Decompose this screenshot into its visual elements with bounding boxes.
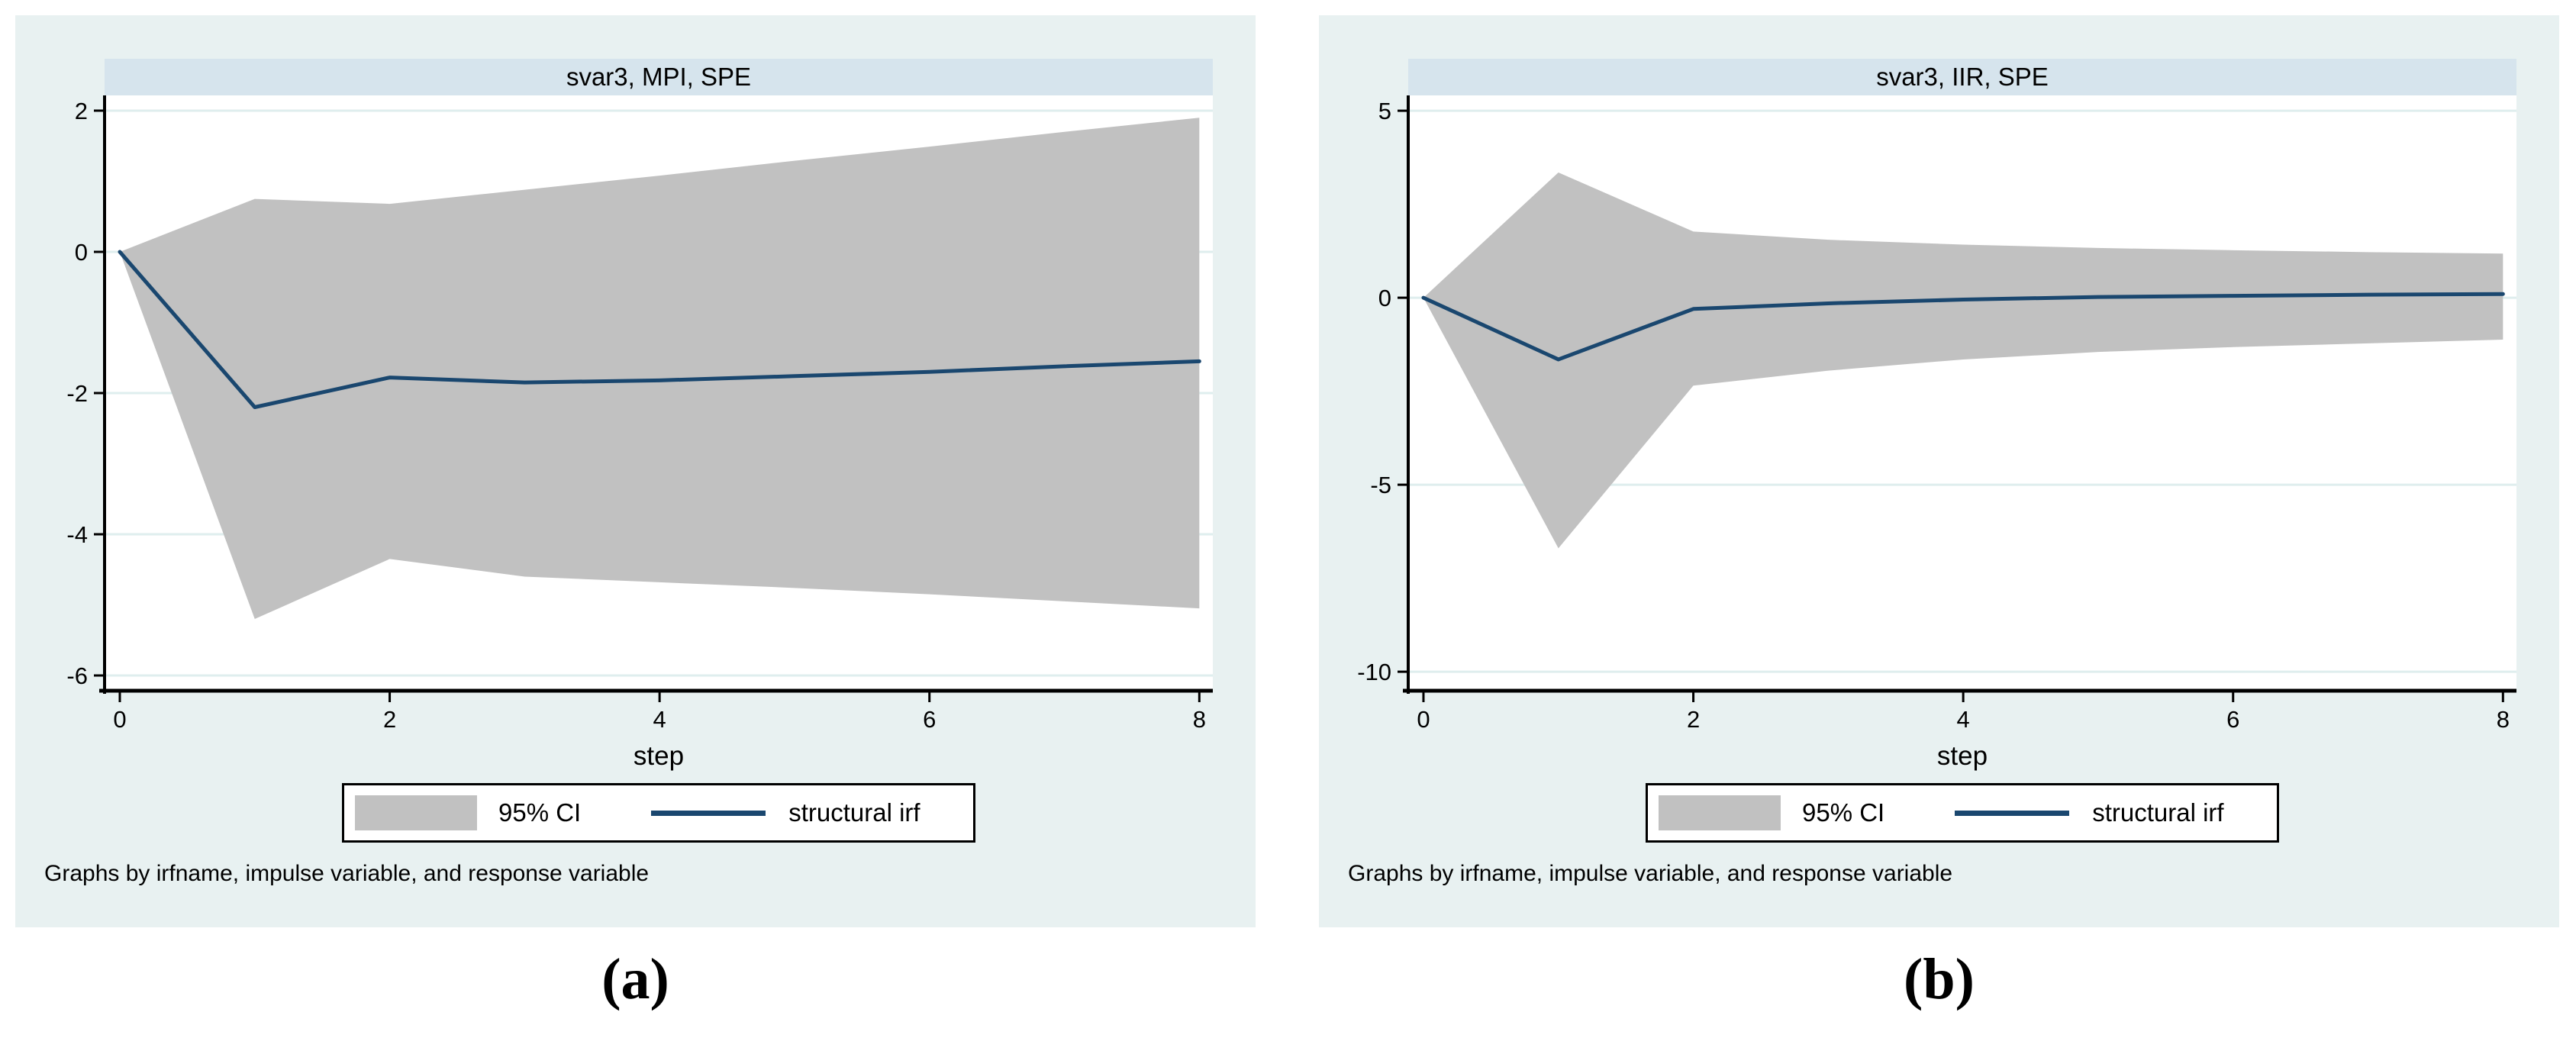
- legend-ci-label: 95% CI: [1802, 798, 1885, 827]
- ci-band: [1423, 172, 2503, 549]
- ci-band: [119, 118, 1200, 620]
- x-tick-label: 8: [1193, 706, 1206, 733]
- irf-line: [118, 250, 1201, 410]
- caption-a: (a): [601, 947, 669, 1011]
- legend-ci-label: 95% CI: [498, 798, 582, 827]
- y-tick-label: 0: [75, 239, 88, 266]
- title-band: svar3, IIR, SPE: [1408, 59, 2516, 95]
- legend-ci-swatch: [355, 795, 477, 830]
- x-axis-label: step: [633, 741, 685, 771]
- x-tick-label: 2: [1687, 706, 1700, 733]
- y-tick-label: -2: [66, 380, 88, 407]
- irf-line: [1421, 292, 2505, 362]
- x-tick-label: 4: [1957, 706, 1970, 733]
- plot-svg: 5 0 -5 -10 0 2 4 6 8: [1357, 95, 2516, 733]
- y-tick-label: 5: [1378, 98, 1391, 124]
- y-tick-label: -10: [1357, 659, 1391, 685]
- caption-b: (b): [1904, 947, 1975, 1011]
- plot-title: svar3, MPI, SPE: [566, 63, 752, 91]
- legend-irf-line-sample: [1955, 810, 2070, 816]
- y-tick-label: -5: [1370, 472, 1391, 498]
- title-band: svar3, MPI, SPE: [105, 59, 1213, 95]
- plot-title: svar3, IIR, SPE: [1876, 63, 2049, 91]
- x-tick-label: 2: [383, 706, 396, 733]
- figure-panel-b: 5 0 -5 -10 0 2 4 6 8 svar3, IIR, SPE step 95% CI…: [1319, 15, 2559, 927]
- x-axis-label: step: [1936, 741, 1988, 771]
- legend: 95% CI structural irf: [342, 783, 975, 843]
- legend-irf-label: structural irf: [788, 798, 920, 827]
- figure-panel-a: 2 0 -2 -4 -6 0 2 4 6 8 svar3, MPI, SPE step 95% C…: [15, 15, 1256, 927]
- x-tick-label: 4: [653, 706, 666, 733]
- x-tick-label: 6: [923, 706, 936, 733]
- legend: 95% CI structural irf: [1646, 783, 2279, 843]
- legend-irf-label: structural irf: [2092, 798, 2224, 827]
- plot-svg: 2 0 -2 -4 -6 0 2 4 6 8: [66, 95, 1213, 733]
- legend-irf-line-sample: [651, 810, 766, 816]
- x-tick-label: 8: [2497, 706, 2510, 733]
- y-tick-label: -6: [66, 662, 88, 689]
- x-tick-label: 6: [2226, 706, 2239, 733]
- footnote: Graphs by irfname, impulse variable, and…: [1348, 861, 1953, 886]
- x-tick-label: 0: [1417, 706, 1430, 733]
- legend-ci-swatch: [1659, 795, 1781, 830]
- y-tick-label: -4: [66, 521, 88, 548]
- x-tick-label: 0: [113, 706, 126, 733]
- y-tick-label: 2: [75, 98, 88, 124]
- y-tick-label: 0: [1378, 285, 1391, 311]
- footnote: Graphs by irfname, impulse variable, and…: [44, 861, 650, 886]
